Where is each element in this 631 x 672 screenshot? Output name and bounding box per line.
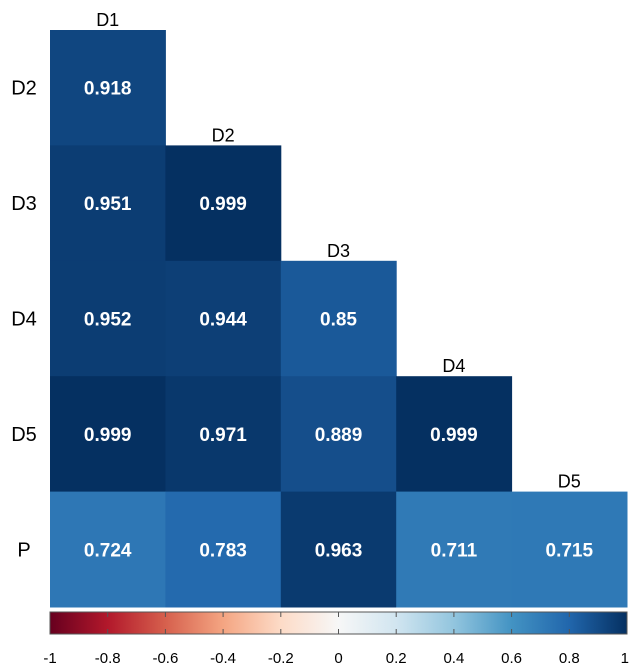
cell-value-label: 0.944	[199, 310, 247, 331]
colorbar-tick-label: -0.2	[268, 650, 294, 667]
cell-value-label: 0.783	[199, 540, 247, 561]
heatmap-cell	[165, 376, 282, 493]
heatmap-cell	[50, 491, 166, 608]
heatmap-cell	[280, 376, 397, 493]
row-label: D5	[11, 424, 37, 446]
heatmap-cell	[50, 145, 166, 262]
heatmap-cell	[511, 491, 628, 608]
row-label: D4	[11, 309, 37, 331]
column-label: D5	[558, 472, 581, 492]
colorbar-tick-label: -0.4	[210, 650, 236, 667]
cell-value-label: 0.711	[431, 540, 478, 561]
cell-value-label: 0.951	[84, 194, 132, 215]
heatmap-cells: 0.918 0.951 0.999 0.952 0.944 0.85 0.999 0.971 0…	[50, 30, 628, 608]
heatmap-cell	[50, 376, 166, 493]
column-labels: D1 D2 D3 D4 D5	[96, 10, 581, 492]
cell-value-label: 0.999	[430, 425, 478, 446]
colorbar-ticks: -1 -0.8 -0.6 -0.4 -0.2 0 0.2 0.4 0.6 0.8 1	[43, 612, 629, 667]
cell-value-label: 0.971	[199, 425, 247, 446]
cell-value-label: 0.963	[315, 540, 363, 561]
cell-value-label: 0.918	[84, 79, 132, 100]
heatmap-cell	[165, 145, 282, 262]
heatmap-cell	[165, 491, 282, 608]
row-label: D3	[11, 193, 37, 215]
column-label: D1	[96, 10, 119, 30]
cell-value-label: 0.889	[315, 425, 363, 446]
heatmap-cell	[396, 376, 513, 493]
colorbar-tick-label: 0.8	[559, 650, 580, 667]
cell-value-label: 0.952	[84, 310, 132, 331]
heatmap-cell	[165, 260, 282, 377]
row-label: P	[17, 539, 30, 561]
column-label: D3	[327, 241, 350, 261]
cell-value-label: 0.715	[546, 540, 594, 561]
column-label: D2	[212, 125, 235, 145]
row-label: D2	[11, 78, 37, 100]
colorbar-tick-label: 1	[621, 650, 629, 667]
colorbar-tick-label: 0.4	[443, 650, 464, 667]
heatmap-cell	[50, 30, 166, 146]
heatmap-cell	[280, 491, 397, 608]
heatmap-cell	[50, 260, 166, 377]
colorbar-tick-label: 0.6	[501, 650, 522, 667]
cell-value-label: 0.724	[84, 540, 132, 561]
colorbar-tick-label: 0	[334, 650, 342, 667]
colorbar-tick-label: -0.6	[152, 650, 178, 667]
colorbar-tick-label: -1	[43, 650, 56, 667]
cell-value-label: 0.999	[199, 194, 247, 215]
colorbar-tick-label: -0.8	[95, 650, 121, 667]
row-labels: D2 D3 D4 D5 P	[11, 78, 37, 562]
colorbar-tick-label: 0.2	[386, 650, 407, 667]
heatmap-cell	[280, 260, 397, 377]
cell-value-label: 0.85	[320, 310, 357, 331]
heatmap-cell	[396, 491, 513, 608]
column-label: D4	[442, 356, 465, 376]
cell-value-label: 0.999	[84, 425, 132, 446]
